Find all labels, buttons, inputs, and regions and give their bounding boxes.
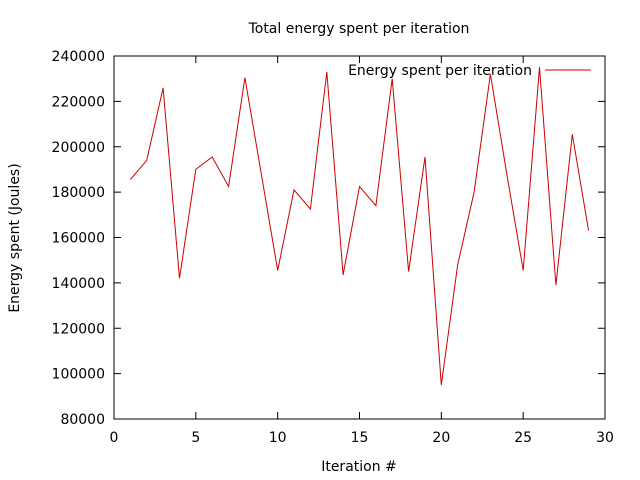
data-point (375, 205, 377, 207)
series-line (130, 67, 590, 386)
x-tick-label: 5 (191, 430, 200, 446)
data-point (342, 274, 344, 276)
y-tick-label: 180000 (52, 185, 105, 201)
y-tick-label: 220000 (52, 94, 105, 110)
x-tick-label: 10 (269, 430, 287, 446)
data-point (571, 133, 573, 135)
x-tick-label: 15 (351, 430, 369, 446)
data-point (309, 208, 311, 210)
data-point (276, 269, 278, 271)
x-tick-label: 25 (514, 430, 532, 446)
y-tick-label: 80000 (60, 412, 105, 428)
x-tick-label: 0 (110, 430, 119, 446)
data-point (178, 277, 180, 279)
data-point (522, 269, 524, 271)
y-tick-label: 160000 (52, 231, 105, 247)
data-point (260, 173, 262, 175)
data-point (538, 66, 540, 68)
data-point (244, 76, 246, 78)
data-point (424, 156, 426, 158)
y-axis-label: Energy spent (Joules) (7, 163, 23, 312)
data-point (146, 159, 148, 161)
x-axis-label: Iteration # (321, 459, 397, 475)
y-tick-label: 120000 (52, 321, 105, 337)
y-tick-label: 200000 (52, 140, 105, 156)
chart-title: Total energy spent per iteration (248, 21, 470, 37)
data-point (162, 87, 164, 89)
data-point (358, 185, 360, 187)
data-point (440, 384, 442, 386)
data-point (129, 178, 131, 180)
data-point (293, 189, 295, 191)
data-point (587, 229, 589, 231)
data-point (473, 191, 475, 193)
y-tick-label: 100000 (52, 367, 105, 383)
y-tick-label: 140000 (52, 276, 105, 292)
data-point (555, 284, 557, 286)
x-tick-label: 30 (596, 430, 614, 446)
plot-frame (113, 55, 606, 420)
x-tick-label: 20 (432, 430, 450, 446)
data-point (195, 168, 197, 170)
data-point (326, 71, 328, 73)
data-point (211, 156, 213, 158)
y-tick-label: 240000 (52, 49, 105, 65)
data-point (506, 173, 508, 175)
legend-label: Energy spent per iteration (348, 63, 532, 79)
data-point (227, 185, 229, 187)
data-point (407, 270, 409, 272)
plot-area: 0 5 10 15 20 25 30 80000 100000 120000 140000 16000… (52, 49, 614, 446)
data-point (457, 264, 459, 266)
